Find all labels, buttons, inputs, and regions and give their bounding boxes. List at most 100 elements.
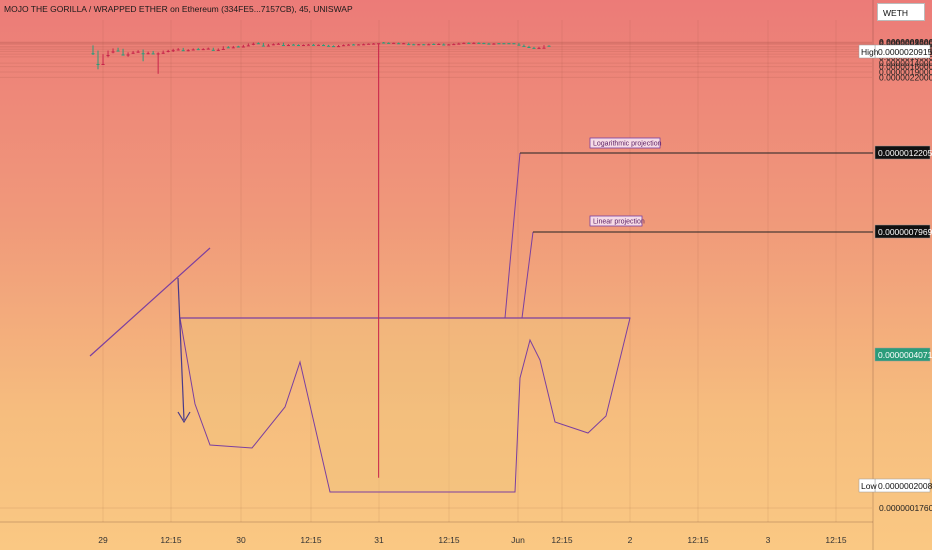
candle-body xyxy=(517,44,521,46)
price-tag-box xyxy=(874,145,931,160)
candle-body xyxy=(352,44,356,46)
candle-body xyxy=(96,63,100,65)
candle-body xyxy=(276,43,280,45)
candle-body xyxy=(141,53,145,55)
log-projection-leg xyxy=(504,152,521,319)
candle-body xyxy=(101,63,105,65)
price-tick-label: 0.0000022000 xyxy=(879,72,932,82)
time-tick-label: 12:15 xyxy=(551,535,573,545)
currency-toggle-button[interactable]: WETH xyxy=(877,3,925,21)
candle-body xyxy=(402,43,406,45)
candle-body xyxy=(161,52,165,54)
price-tick-label: 0.0000001760 xyxy=(879,503,932,513)
time-tick-label: Jun xyxy=(511,535,525,545)
candle-body xyxy=(467,42,471,44)
candle-body xyxy=(512,43,516,45)
time-axis: 29 12:15 30 12:15 31 12:15 Jun 12:15 2 12:15 3 12:1… xyxy=(0,521,873,545)
pattern-fill-area xyxy=(179,317,631,493)
time-tick-label: 12:15 xyxy=(687,535,709,545)
candle-body xyxy=(156,53,160,55)
candle-body xyxy=(241,46,245,48)
price-tick-label: 0.0000003000 xyxy=(879,38,932,48)
candle-body xyxy=(377,43,381,45)
candle-body xyxy=(487,43,491,45)
candle-body xyxy=(372,43,376,45)
candle-body xyxy=(432,43,436,45)
candle-body xyxy=(116,50,120,52)
candle-body xyxy=(106,55,110,57)
candle-body xyxy=(231,47,235,49)
chart-title: MOJO THE GORILLA / WRAPPED ETHER on Ethe… xyxy=(4,4,353,14)
candle-body xyxy=(291,44,295,46)
price-tag-value: 0.0000007969 xyxy=(878,227,932,237)
candle-body xyxy=(151,53,155,55)
candle-body xyxy=(331,46,336,48)
candle-body xyxy=(136,51,140,53)
price-axis: 0.00000220000.00000190000.00000160000.00… xyxy=(872,0,932,550)
price-tick-label: 0.0000003500 xyxy=(879,39,932,49)
candle-body xyxy=(306,44,311,46)
candle-body xyxy=(362,44,366,46)
annotation-box xyxy=(589,137,661,149)
time-tick-label: 12:15 xyxy=(160,535,182,545)
candlestick-series xyxy=(91,42,551,478)
pattern-drawings xyxy=(89,152,873,493)
time-tick-label: 31 xyxy=(374,535,384,545)
candle-body xyxy=(296,45,301,47)
candle-body xyxy=(236,46,240,48)
candle-body xyxy=(407,44,411,46)
price-tag-box xyxy=(874,224,931,239)
candle-body xyxy=(321,45,326,47)
annotation-label: Logarithmic projection xyxy=(593,141,662,148)
price-tag-value: 0.0000020915 xyxy=(878,47,932,57)
candle-body xyxy=(301,45,306,47)
price-tag-label: Low xyxy=(861,481,877,491)
candle-body xyxy=(191,49,195,51)
arrow-head xyxy=(177,411,191,424)
candle-body xyxy=(316,44,321,46)
price-tag-label-box xyxy=(858,478,876,493)
candle-body xyxy=(452,44,456,46)
time-tick-label: 30 xyxy=(236,535,246,545)
price-tag-value: 0.0000012205 xyxy=(878,148,932,158)
candle-body xyxy=(221,48,225,50)
candle-body xyxy=(171,50,175,52)
candle-body xyxy=(176,49,180,51)
candle-body xyxy=(281,45,285,47)
candle-body xyxy=(336,46,341,48)
candle-body xyxy=(126,54,130,56)
annotation-label: Linear projection xyxy=(593,219,645,226)
candle-body xyxy=(442,44,446,46)
candle-body xyxy=(392,42,396,44)
linear-projection-leg xyxy=(521,231,534,319)
candle-body xyxy=(271,44,275,46)
price-tag-label: High xyxy=(861,47,879,57)
price-tick-label: 0.0000002600 xyxy=(879,38,932,48)
candle-body xyxy=(527,47,531,48)
candle-body xyxy=(246,45,250,47)
candle-body xyxy=(211,49,215,51)
time-tick-label: 12:15 xyxy=(438,535,460,545)
annotation-box xyxy=(589,215,643,227)
candle-body xyxy=(437,43,441,45)
candle-body xyxy=(547,45,551,47)
candle-body xyxy=(226,47,230,49)
candle-body xyxy=(447,44,451,46)
candle-body xyxy=(542,47,546,49)
candle-body xyxy=(201,49,205,51)
price-tick-label: 0.0000016000 xyxy=(879,62,932,72)
candle-body xyxy=(537,47,541,49)
candle-body xyxy=(146,53,150,55)
candle-body xyxy=(256,43,260,45)
candle-body xyxy=(492,43,496,45)
time-tick-label: 29 xyxy=(98,535,108,545)
candle-body xyxy=(477,42,481,44)
time-tick-label: 3 xyxy=(766,535,771,545)
price-tag-box xyxy=(874,347,931,362)
price-tick-label: 0.0000014000 xyxy=(879,58,932,68)
candle-body xyxy=(91,53,95,55)
trendline xyxy=(89,247,211,357)
candle-body xyxy=(532,47,536,49)
